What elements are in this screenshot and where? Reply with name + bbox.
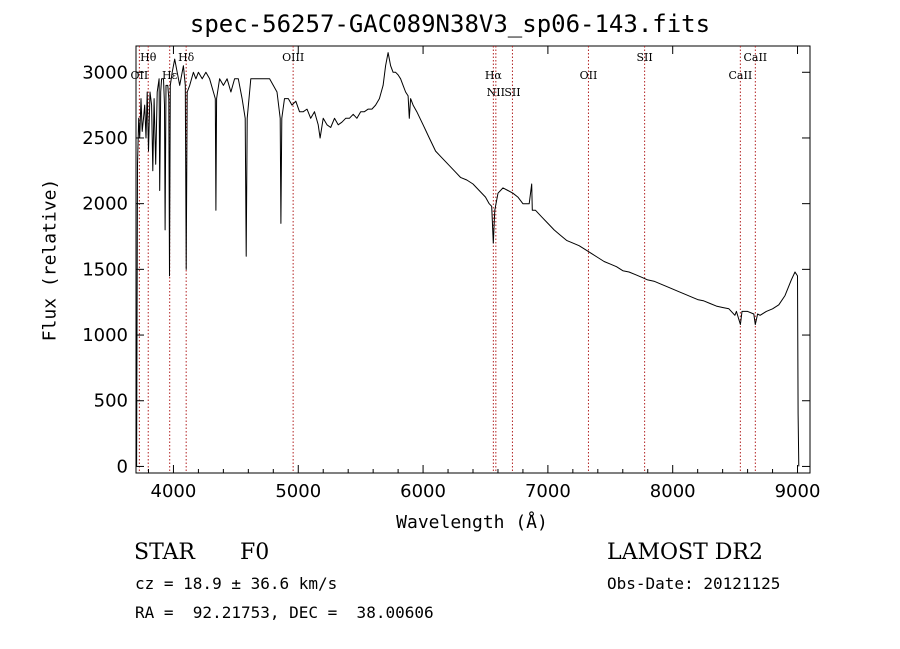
redshift-text: cz = 18.9 ± 36.6 km/s <box>135 574 338 593</box>
chart-title: spec-56257-GAC089N38V3_sp06-143.fits <box>189 10 711 38</box>
emission-line-markers <box>138 46 756 473</box>
y-tick-label: 500 <box>94 391 128 412</box>
line-label: CaII <box>729 69 753 82</box>
obs-date-text: Obs-Date: 20121125 <box>607 574 781 593</box>
line-label: Hθ <box>140 51 157 64</box>
line-label: Hδ <box>178 51 195 64</box>
line-label: OII <box>580 69 598 82</box>
line-label: CaII <box>743 51 767 64</box>
line-label: OIII <box>282 51 304 64</box>
line-label: OII <box>131 69 149 82</box>
line-label: Hα <box>485 69 503 82</box>
y-axis-label: Flux (relative) <box>39 178 61 342</box>
line-label: SII <box>504 86 520 99</box>
x-tick-label: 9000 <box>775 481 821 502</box>
y-tick-label: 0 <box>117 456 128 477</box>
object-subclass: F0 <box>240 540 270 565</box>
y-tick-label: 1000 <box>82 325 128 346</box>
axis-ticks: 4000 5000 6000 7000 8000 9000 0 500 1000 1500 2000… <box>82 46 820 502</box>
line-label: NII <box>487 86 505 99</box>
y-tick-label: 3000 <box>82 62 128 83</box>
object-class: STAR <box>134 540 195 565</box>
y-tick-label: 1500 <box>82 259 128 280</box>
x-axis-label: Wavelength (Å) <box>396 512 548 533</box>
x-tick-label: 4000 <box>151 481 197 502</box>
plot-frame <box>135 45 811 474</box>
spectrum-line <box>135 52 800 467</box>
y-tick-label: 2000 <box>82 194 128 215</box>
line-label: Hε <box>162 69 178 82</box>
line-label: SII <box>637 51 653 64</box>
coordinates-text: RA = 92.21753, DEC = 38.00606 <box>135 603 434 622</box>
y-tick-label: 2500 <box>82 128 128 149</box>
x-tick-label: 5000 <box>275 481 321 502</box>
x-tick-label: 8000 <box>650 481 696 502</box>
x-tick-label: 6000 <box>400 481 446 502</box>
survey-label: LAMOST DR2 <box>607 540 763 565</box>
x-tick-label: 7000 <box>525 481 571 502</box>
